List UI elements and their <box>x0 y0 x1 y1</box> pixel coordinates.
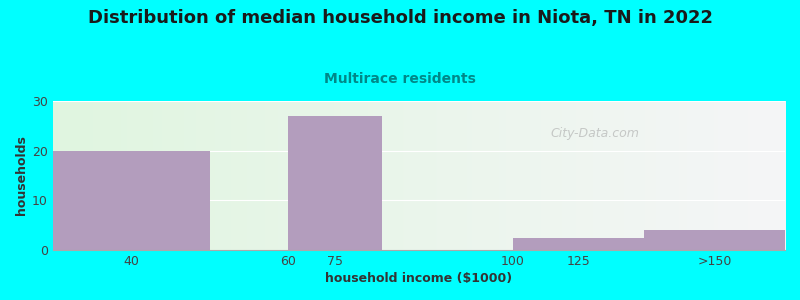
Bar <box>644 230 785 250</box>
Bar <box>513 238 644 250</box>
X-axis label: household income ($1000): household income ($1000) <box>326 272 513 285</box>
Text: Distribution of median household income in Niota, TN in 2022: Distribution of median household income … <box>87 9 713 27</box>
Text: City-Data.com: City-Data.com <box>550 127 640 140</box>
Bar <box>53 151 210 250</box>
Y-axis label: households: households <box>15 136 28 215</box>
Text: Multirace residents: Multirace residents <box>324 72 476 86</box>
Bar <box>288 116 382 250</box>
